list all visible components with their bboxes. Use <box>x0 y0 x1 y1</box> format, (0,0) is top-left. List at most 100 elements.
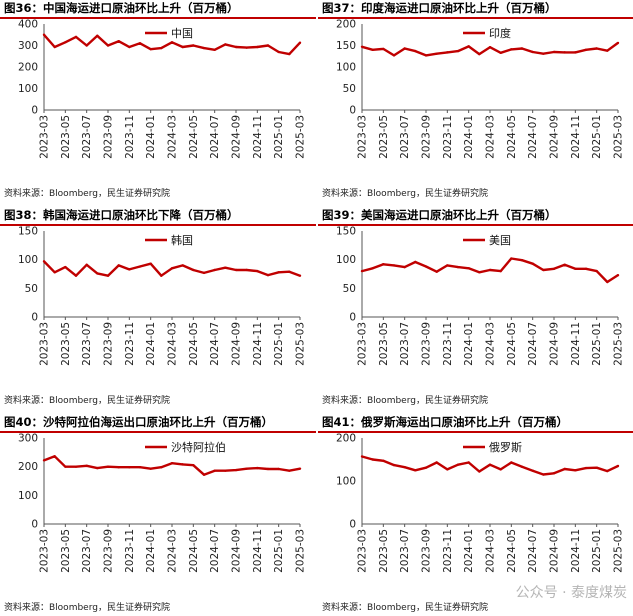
y-tick-label: 0 <box>349 105 356 117</box>
data-point <box>403 265 406 269</box>
x-tick-label: 2025-03 <box>613 529 625 573</box>
x-tick-label: 2024-07 <box>527 322 539 366</box>
x-tick-label: 2023-05 <box>378 322 390 366</box>
source-note: 资料来源：Bloomberg，民生证券研究院 <box>322 396 488 406</box>
data-point <box>542 473 545 476</box>
legend-label: 沙特阿拉伯 <box>171 440 226 454</box>
data-point <box>96 34 99 38</box>
x-tick-label: 2025-03 <box>295 529 307 573</box>
data-point <box>298 274 302 277</box>
y-tick-label: 100 <box>18 254 38 266</box>
x-tick-label: 2025-01 <box>273 115 285 159</box>
data-point <box>606 49 609 52</box>
data-point <box>531 469 534 472</box>
data-point <box>160 466 163 469</box>
x-tick-label: 2025-01 <box>591 322 603 366</box>
x-tick-label: 2025-03 <box>613 115 625 159</box>
x-tick-label: 2024-01 <box>463 115 475 159</box>
data-point <box>510 257 513 260</box>
data-point <box>202 473 206 476</box>
legend-label: 美国 <box>489 234 511 247</box>
data-point <box>392 264 396 267</box>
data-point <box>256 466 259 470</box>
line-chart-india: 0 50 100 150 200 2023-03 2023-05 2023-07 2023-09… <box>336 19 625 159</box>
source-note: 资料来源：Bloomberg，民生证券研究院 <box>4 603 170 613</box>
data-point <box>574 267 577 271</box>
x-tick-label: 2023-03 <box>357 529 369 573</box>
source-note: 资料来源：Bloomberg，民生证券研究院 <box>322 189 488 199</box>
data-point <box>234 468 238 472</box>
x-tick-label: 2024-05 <box>188 529 200 573</box>
data-point <box>478 470 481 473</box>
data-point <box>456 265 460 269</box>
data-point <box>213 48 216 51</box>
y-tick-label: 200 <box>18 62 38 74</box>
data-point <box>64 265 67 269</box>
x-tick-label: 2024-03 <box>167 529 179 573</box>
data-point <box>584 48 588 51</box>
x-tick-label: 2025-03 <box>295 322 307 366</box>
data-point <box>160 274 163 277</box>
data-point <box>435 52 438 55</box>
data-point <box>74 35 78 39</box>
data-point <box>106 465 110 468</box>
x-tick-label: 2024-07 <box>209 115 221 159</box>
data-point <box>467 45 470 48</box>
x-tick-label: 2023-07 <box>81 115 93 159</box>
data-point <box>128 45 131 49</box>
data-point <box>85 464 88 468</box>
series-line <box>43 455 301 476</box>
chart-panel-china: 图36：中国海运进口原油环比上升（百万桶） 0 100 200 300 400 2023-… <box>0 0 316 202</box>
data-point <box>106 44 110 47</box>
chart-title: 图41：俄罗斯海运出口原油环比上升（百万桶） <box>318 414 633 433</box>
x-tick-label: 2024-05 <box>506 115 518 159</box>
x-tick-label: 2023-03 <box>357 115 369 159</box>
x-tick-label: 2024-07 <box>527 529 539 573</box>
data-point <box>424 265 428 268</box>
chart-panel-usa: 图39：美国海运进口原油环比上升（百万桶） 0 50 100 150 2023-03 20… <box>318 207 633 409</box>
x-tick-label: 2023-03 <box>39 322 51 366</box>
x-tick-label: 2023-07 <box>81 529 93 573</box>
y-tick-label: 50 <box>343 283 356 295</box>
x-tick-label: 2024-11 <box>252 115 264 159</box>
y-tick-label: 200 <box>336 19 356 31</box>
x-tick-label: 2024-01 <box>463 322 475 366</box>
data-point <box>520 259 524 262</box>
data-point <box>170 267 174 270</box>
legend-label: 中国 <box>171 27 193 40</box>
chart-title: 图39：美国海运进口原油环比上升（百万桶） <box>318 207 633 226</box>
data-point <box>616 273 620 277</box>
data-point <box>128 466 131 469</box>
chart-title: 图37：印度海运进口原油环比上升（百万桶） <box>318 0 633 19</box>
y-tick-label: 400 <box>18 19 38 31</box>
data-point <box>138 265 142 268</box>
x-tick-label: 2023-05 <box>378 115 390 159</box>
data-point <box>360 455 364 458</box>
x-tick-label: 2024-05 <box>506 529 518 573</box>
y-tick-label: 0 <box>349 312 356 324</box>
data-point <box>552 50 556 54</box>
source-note: 资料来源：Bloomberg，民生证券研究院 <box>322 603 488 613</box>
data-point <box>499 51 502 55</box>
data-point <box>288 52 291 56</box>
chart-panel-korea: 图38：韩国海运进口原油环比下降（百万桶） 0 50 100 150 2023-03 20… <box>0 207 316 409</box>
y-tick-label: 300 <box>18 40 38 52</box>
data-point <box>288 270 291 273</box>
data-point <box>360 269 364 273</box>
x-tick-label: 2023-09 <box>421 529 433 573</box>
data-point <box>499 269 502 273</box>
series-line <box>361 41 619 57</box>
data-point <box>446 468 449 471</box>
y-tick-label: 100 <box>336 476 356 488</box>
data-point <box>42 260 46 263</box>
x-tick-label: 2024-09 <box>549 115 561 159</box>
data-point <box>224 43 227 46</box>
x-tick-label: 2023-05 <box>378 529 390 573</box>
y-tick-label: 150 <box>18 226 38 238</box>
x-tick-label: 2023-09 <box>103 529 115 573</box>
x-tick-label: 2023-09 <box>103 115 115 159</box>
x-tick-label: 2024-11 <box>252 322 264 366</box>
data-point <box>42 459 46 462</box>
x-tick-label: 2023-07 <box>81 322 93 366</box>
data-point <box>245 46 248 49</box>
